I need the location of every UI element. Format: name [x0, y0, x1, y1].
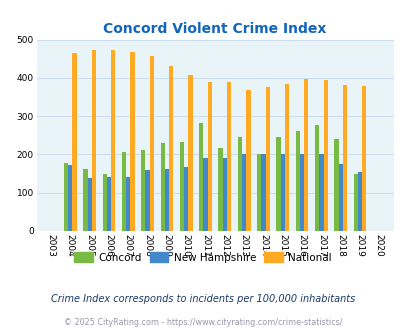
Bar — [188, 75, 192, 231]
Bar — [145, 170, 149, 231]
Bar — [361, 86, 365, 231]
Bar — [203, 158, 207, 231]
Bar — [303, 79, 308, 231]
Title: Concord Violent Crime Index: Concord Violent Crime Index — [103, 22, 326, 36]
Bar — [218, 148, 222, 231]
Bar — [179, 142, 183, 231]
Bar — [222, 158, 226, 231]
Text: © 2025 CityRating.com - https://www.cityrating.com/crime-statistics/: © 2025 CityRating.com - https://www.city… — [64, 318, 341, 327]
Text: Crime Index corresponds to incidents per 100,000 inhabitants: Crime Index corresponds to incidents per… — [51, 294, 354, 304]
Bar — [314, 125, 318, 231]
Bar — [261, 154, 265, 231]
Bar — [338, 164, 342, 231]
Bar — [111, 50, 115, 231]
Bar — [68, 165, 72, 231]
Bar — [246, 90, 250, 231]
Bar — [126, 178, 130, 231]
Bar — [168, 66, 173, 231]
Bar — [160, 143, 164, 231]
Bar — [284, 84, 288, 231]
Bar — [87, 178, 92, 231]
Bar — [276, 137, 280, 231]
Bar — [107, 178, 111, 231]
Bar — [299, 154, 303, 231]
Bar — [357, 172, 361, 231]
Bar — [183, 167, 188, 231]
Bar — [323, 80, 327, 231]
Bar — [318, 154, 323, 231]
Legend: Concord, New Hampshire, National: Concord, New Hampshire, National — [70, 248, 335, 267]
Bar — [342, 85, 346, 231]
Bar — [333, 139, 338, 231]
Bar — [72, 52, 77, 231]
Bar — [265, 87, 269, 231]
Bar — [226, 82, 230, 231]
Bar — [164, 169, 168, 231]
Bar — [207, 82, 211, 231]
Bar — [122, 152, 126, 231]
Bar — [241, 154, 246, 231]
Bar — [92, 50, 96, 231]
Bar — [280, 154, 284, 231]
Bar — [199, 123, 203, 231]
Bar — [141, 150, 145, 231]
Bar — [83, 169, 87, 231]
Bar — [256, 154, 261, 231]
Bar — [237, 137, 241, 231]
Bar — [295, 131, 299, 231]
Bar — [130, 52, 134, 231]
Bar — [102, 174, 107, 231]
Bar — [64, 163, 68, 231]
Bar — [149, 56, 153, 231]
Bar — [353, 174, 357, 231]
